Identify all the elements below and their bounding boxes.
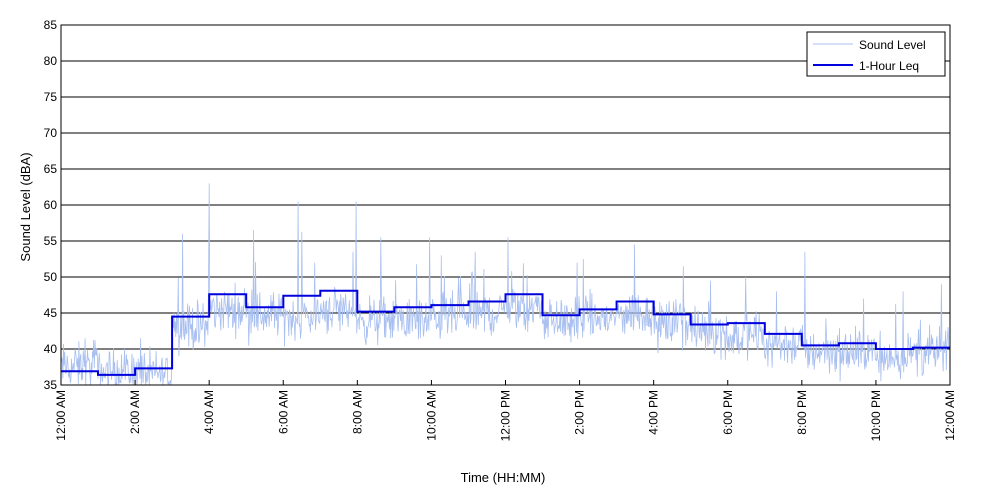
y-tick-label-75: 75 <box>44 90 58 104</box>
x-tick-label-4: 8:00 AM <box>350 390 364 434</box>
legend-label-leq: 1-Hour Leq <box>859 59 919 73</box>
y-axis-ticks: 35 40 45 50 55 60 65 70 75 80 85 <box>44 18 58 392</box>
y-tick-label-60: 60 <box>44 198 58 212</box>
y-axis-title: Sound Level (dBA) <box>18 152 33 261</box>
y-tick-label-65: 65 <box>44 162 58 176</box>
y-tick-label-70: 70 <box>44 126 58 140</box>
y-tick-label-45: 45 <box>44 306 58 320</box>
x-tick-label-6: 12:00 PM <box>499 390 513 441</box>
x-tick-label-7: 2:00 PM <box>573 390 587 435</box>
y-tick-label-40: 40 <box>44 342 58 356</box>
x-tick-label-10: 8:00 PM <box>795 390 809 435</box>
y-tick-label-85: 85 <box>44 18 58 32</box>
leq-series-line <box>61 289 950 376</box>
y-tick-label-35: 35 <box>44 378 58 392</box>
x-tick-label-5: 10:00 AM <box>424 390 438 441</box>
y-tick-label-55: 55 <box>44 234 58 248</box>
x-tick-label-11: 10:00 PM <box>869 390 883 441</box>
x-tick-label-0: 12:00 AM <box>54 390 68 441</box>
x-tick-label-1: 2:00 AM <box>128 390 142 434</box>
x-tick-label-3: 6:00 AM <box>276 390 290 434</box>
x-tick-label-2: 4:00 AM <box>202 390 216 434</box>
x-tick-label-9: 6:00 PM <box>721 390 735 435</box>
y-tick-label-80: 80 <box>44 54 58 68</box>
y-tick-label-50: 50 <box>44 270 58 284</box>
x-axis-title: Time (HH:MM) <box>461 470 546 485</box>
x-tick-label-8: 4:00 PM <box>647 390 661 435</box>
plot-area <box>60 183 950 386</box>
x-tick-label-12: 12:00 AM <box>943 390 957 441</box>
legend: Sound Level 1-Hour Leq <box>806 31 946 77</box>
legend-label-sound-level: Sound Level <box>859 38 926 52</box>
legend-box <box>806 31 946 77</box>
x-axis-ticks: 12:00 AM 2:00 AM 4:00 AM 6:00 AM 8:00 AM 10:0… <box>54 380 957 441</box>
